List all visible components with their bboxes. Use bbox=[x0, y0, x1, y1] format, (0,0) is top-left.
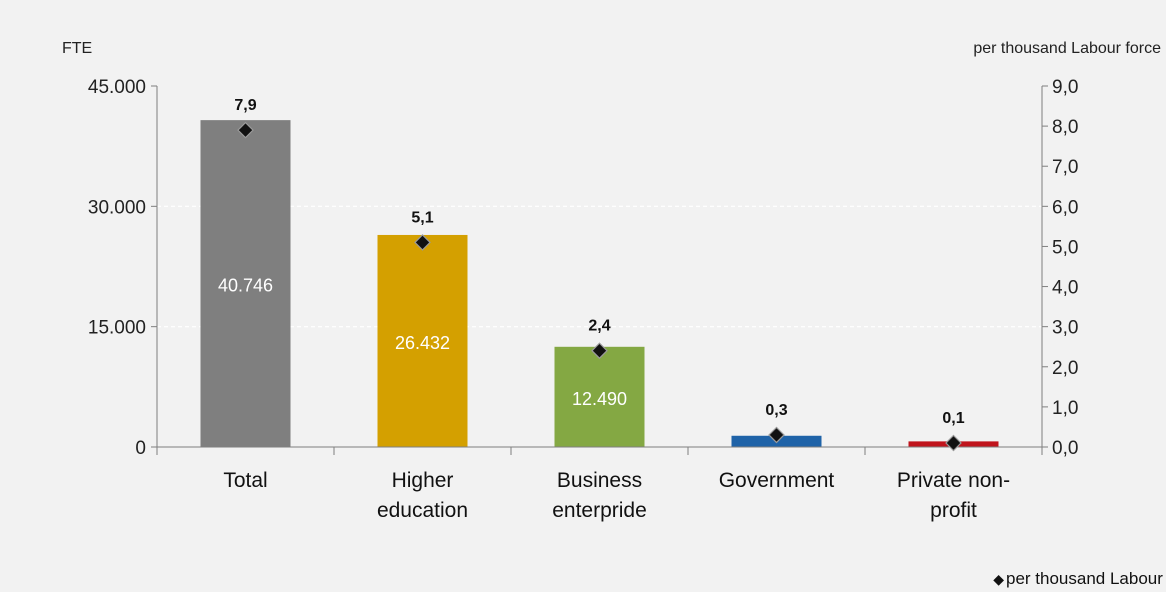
category-label: profit bbox=[930, 499, 977, 522]
category-label: Total bbox=[223, 469, 267, 492]
diamond-marker bbox=[591, 342, 608, 360]
right-tick-label: 3,0 bbox=[1052, 318, 1078, 339]
markers: 7,9 5,1 2,4 0,3 0,1 bbox=[234, 97, 965, 452]
marker-value-label: 0,1 bbox=[942, 410, 964, 427]
right-tick-label: 5,0 bbox=[1052, 237, 1078, 258]
bar bbox=[377, 234, 468, 447]
legend-entry-label: per thousand Labour force bbox=[1006, 569, 1166, 588]
left-axis-title: FTE bbox=[62, 40, 92, 57]
right-axis-title: per thousand Labour force bbox=[973, 40, 1161, 57]
gridlines bbox=[157, 205, 1042, 328]
diamond-marker bbox=[414, 234, 431, 251]
diamond-marker bbox=[945, 434, 962, 452]
left-tick-label: 0 bbox=[135, 438, 146, 459]
legend: ◆ per thousand Labour force bbox=[993, 569, 1166, 588]
category-label: Business bbox=[557, 469, 642, 492]
marker-value-label: 0,3 bbox=[765, 402, 787, 419]
left-tick-label: 45.000 bbox=[88, 77, 146, 98]
bar-value-label: 26.432 bbox=[395, 333, 450, 353]
right-tick-label: 0,0 bbox=[1052, 438, 1078, 459]
legend-diamond-icon: ◆ bbox=[993, 571, 1004, 587]
category-label: Private non- bbox=[897, 469, 1010, 492]
diamond-marker bbox=[768, 426, 785, 444]
left-tick-label: 30.000 bbox=[88, 197, 146, 218]
marker-value-label: 7,9 bbox=[234, 97, 256, 114]
bar bbox=[554, 346, 645, 447]
right-tick-label: 6,0 bbox=[1052, 197, 1078, 218]
bar-value-label: 12.490 bbox=[572, 389, 627, 409]
diamond-marker bbox=[237, 121, 254, 139]
right-tick-label: 7,0 bbox=[1052, 157, 1078, 178]
category-label: education bbox=[377, 499, 468, 522]
marker-value-label: 2,4 bbox=[588, 318, 610, 335]
right-tick-label: 2,0 bbox=[1052, 358, 1078, 379]
bar-value-label: 40.746 bbox=[218, 276, 273, 296]
category-label: Higher bbox=[392, 469, 454, 492]
category-label: enterpride bbox=[552, 499, 647, 522]
left-tick-label: 15.000 bbox=[88, 318, 146, 339]
right-tick-label: 1,0 bbox=[1052, 398, 1078, 419]
bars: 40.746 26.432 12.490 bbox=[200, 120, 999, 448]
axes: 0 15.000 30.000 45.000 0,0 1,0 2,0 3,0 4,0 5,0 6,0… bbox=[88, 77, 1079, 522]
right-tick-label: 4,0 bbox=[1052, 278, 1078, 299]
marker-value-label: 5,1 bbox=[411, 209, 433, 226]
bar bbox=[200, 120, 291, 448]
right-tick-label: 8,0 bbox=[1052, 117, 1078, 138]
category-label: Government bbox=[719, 469, 835, 492]
right-tick-label: 9,0 bbox=[1052, 77, 1078, 98]
